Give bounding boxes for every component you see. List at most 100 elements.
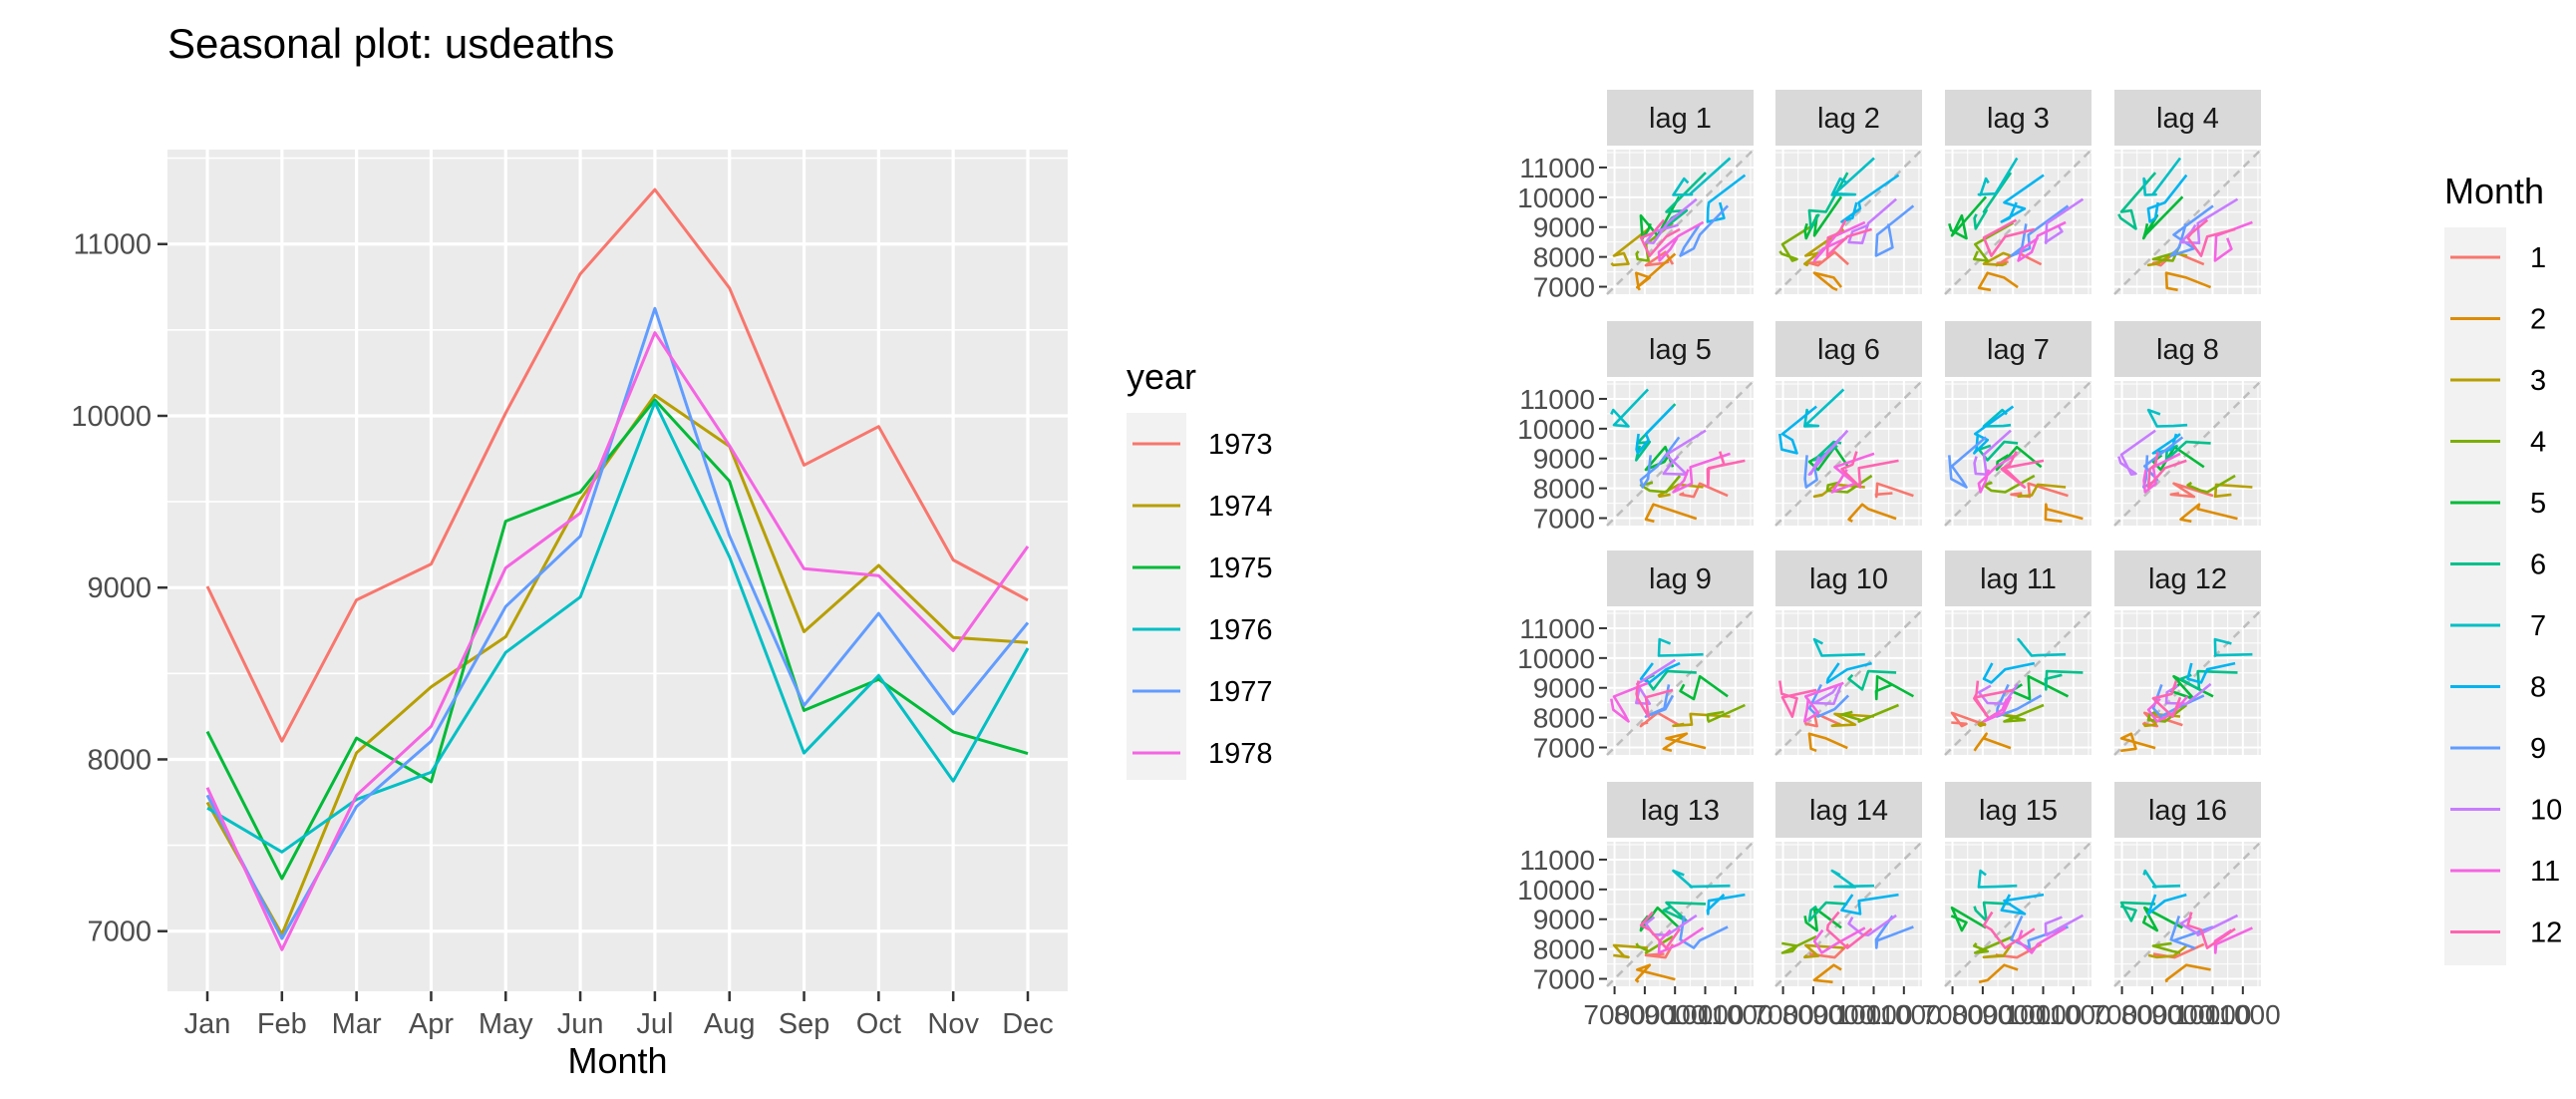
lag-path-month-8: [2146, 893, 2187, 916]
x-tick-label: Oct: [856, 1008, 901, 1040]
lag-path-month-2: [1635, 963, 1676, 983]
lag-panel-3: lag 3: [1944, 90, 2093, 295]
lag-y-tick-label: 10000: [1517, 875, 1595, 906]
lag-path-month-7: [1610, 388, 1650, 428]
lag-y-tick-label: 8000: [1533, 703, 1595, 734]
lag-path-month-5: [1950, 906, 1987, 932]
lag-strip: [1945, 321, 2092, 377]
lag-path-month-8: [2000, 174, 2045, 223]
lag-path-month-3: [2213, 483, 2253, 499]
lag-path-month-12: [1706, 451, 1746, 489]
lag-path-month-1: [2010, 482, 2069, 499]
lag-reference-line: [2113, 149, 2262, 295]
lag-path-month-8: [1840, 174, 1900, 223]
lag-legend-label: 9: [2530, 733, 2546, 765]
lag-path-month-6: [2179, 669, 2238, 691]
lag-y-tick-label: 10000: [1517, 414, 1595, 445]
lag-legend-label: 8: [2530, 672, 2546, 704]
lag-strip-label: lag 7: [1987, 334, 2050, 366]
lag-legend-key-bg: [2444, 227, 2506, 965]
lag-reference-line: [1944, 380, 2093, 527]
lag-y-tick-label: 11000: [1519, 153, 1595, 183]
lag-strip: [1775, 782, 1922, 838]
lag-path-month-6: [1807, 172, 1849, 230]
lag-path-month-1: [1950, 711, 1987, 728]
lag-path-month-11: [1977, 452, 2018, 494]
lag-path-month-2: [2164, 963, 2211, 983]
y-tick-label: 7000: [87, 916, 152, 948]
lag-strip: [1945, 90, 2092, 146]
lag-path-month-10: [1847, 197, 1897, 244]
legend-label: 1977: [1208, 676, 1273, 708]
lag-path-month-7: [1830, 869, 1875, 889]
lag-path-month-4: [1982, 474, 2036, 494]
lag-path-month-9: [2169, 915, 2214, 949]
lag-path-month-8: [2146, 174, 2188, 223]
lag-path-month-1: [2169, 482, 2214, 499]
lag-path-month-5: [1874, 674, 1915, 701]
lag-y-tick-label: 8000: [1533, 934, 1595, 965]
lag-path-month-8: [1639, 661, 1681, 684]
lag-strip-label: lag 10: [1809, 563, 1888, 595]
lag-y-tick-label: 10000: [1517, 643, 1595, 674]
lag-path-month-10: [1812, 683, 1843, 706]
lag-y-tick-label: 11000: [1519, 384, 1595, 415]
lag-path-month-7: [1672, 869, 1731, 889]
lag-y-tick-label: 10000: [1517, 183, 1595, 213]
lag-path-month-7: [1803, 388, 1845, 428]
lag-path-month-11: [1610, 681, 1649, 723]
x-tick-label: Jan: [184, 1008, 231, 1040]
lag-path-month-4: [1973, 221, 2015, 262]
lag-path-month-11: [1657, 220, 1705, 262]
lag-path-month-1: [1639, 711, 1680, 728]
lag-legend-label: 5: [2530, 488, 2546, 520]
lag-reference-line: [1606, 149, 1755, 295]
lag-legend-label: 2: [2530, 304, 2546, 336]
lag-strip-label: lag 5: [1649, 334, 1712, 366]
lag-path-month-7: [1672, 157, 1732, 196]
lag-path-month-10: [2044, 914, 2085, 937]
lag-path-month-7: [2142, 157, 2182, 196]
lag-x-tick-label: 9000: [1982, 999, 2044, 1030]
lag-strip: [1607, 550, 1754, 606]
lag-path-month-6: [1847, 669, 1897, 691]
lag-path-month-8: [1840, 893, 1899, 916]
x-tick-label: Feb: [257, 1008, 307, 1040]
lag-path-month-9: [2169, 204, 2214, 257]
lag-y-tick-label: 8000: [1533, 242, 1595, 273]
lag-path-month-2: [1812, 963, 1842, 984]
lag-path-month-8: [1825, 661, 1872, 684]
legend-label: 1973: [1208, 429, 1273, 461]
lag-strip: [1945, 782, 2092, 838]
x-tick-label: Dec: [1002, 1008, 1054, 1040]
lag-strip-label: lag 4: [2156, 103, 2219, 135]
lag-path-month-8: [1778, 405, 1817, 455]
lag-path-month-11: [1657, 926, 1705, 954]
lag-path-month-9: [1874, 915, 1914, 949]
x-tick-label: Nov: [927, 1008, 979, 1040]
lag-x-tick-label: 11000: [2036, 999, 2111, 1030]
series-line-1975: [205, 398, 1029, 881]
seasonal-legend-title: year: [1127, 356, 1196, 397]
lag-strip-label: lag 12: [2148, 563, 2227, 595]
lag-path-month-12: [1825, 911, 1873, 949]
legend-label: 1975: [1208, 552, 1273, 584]
lag-path-month-5: [1948, 195, 1988, 240]
lag-x-tick-label: 11000: [1698, 999, 1773, 1030]
lag-x-tick-label: 7000: [2091, 999, 2152, 1030]
lag-path-month-4: [1635, 221, 1674, 262]
seasonal-series-lines: [205, 187, 1030, 951]
lag-path-month-1: [1807, 250, 1849, 267]
lag-x-tick-label: 11000: [1866, 999, 1942, 1030]
lag-y-tick-label: 7000: [1533, 272, 1595, 303]
legend-label: 1978: [1208, 738, 1273, 770]
lag-path-month-1: [1644, 943, 1675, 959]
lag-path-month-2: [1807, 732, 1848, 753]
lag-path-month-2: [1977, 271, 2019, 292]
